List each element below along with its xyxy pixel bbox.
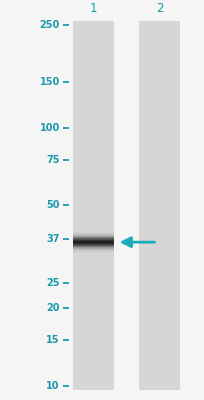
FancyBboxPatch shape [73, 21, 113, 390]
Text: 1: 1 [89, 2, 97, 15]
FancyBboxPatch shape [73, 240, 113, 241]
Text: 75: 75 [46, 155, 59, 165]
FancyBboxPatch shape [73, 250, 113, 251]
FancyBboxPatch shape [73, 239, 113, 240]
FancyBboxPatch shape [73, 243, 113, 244]
FancyBboxPatch shape [73, 237, 113, 238]
FancyBboxPatch shape [73, 236, 113, 237]
FancyBboxPatch shape [73, 244, 113, 245]
FancyBboxPatch shape [73, 234, 113, 235]
Text: 2: 2 [155, 2, 162, 15]
FancyBboxPatch shape [73, 238, 113, 239]
Text: 50: 50 [46, 200, 59, 210]
FancyBboxPatch shape [73, 246, 113, 247]
FancyBboxPatch shape [73, 235, 113, 236]
Text: 10: 10 [46, 380, 59, 390]
FancyBboxPatch shape [73, 242, 113, 243]
FancyBboxPatch shape [73, 247, 113, 248]
Text: 37: 37 [46, 234, 59, 244]
Text: 25: 25 [46, 278, 59, 288]
FancyBboxPatch shape [139, 21, 179, 390]
FancyBboxPatch shape [73, 241, 113, 242]
Text: 150: 150 [39, 77, 59, 87]
Text: 250: 250 [39, 20, 59, 30]
FancyBboxPatch shape [73, 233, 113, 234]
Text: 20: 20 [46, 303, 59, 313]
FancyBboxPatch shape [73, 249, 113, 250]
Text: 15: 15 [46, 335, 59, 345]
FancyBboxPatch shape [73, 245, 113, 246]
FancyBboxPatch shape [73, 248, 113, 249]
Text: 100: 100 [39, 123, 59, 133]
